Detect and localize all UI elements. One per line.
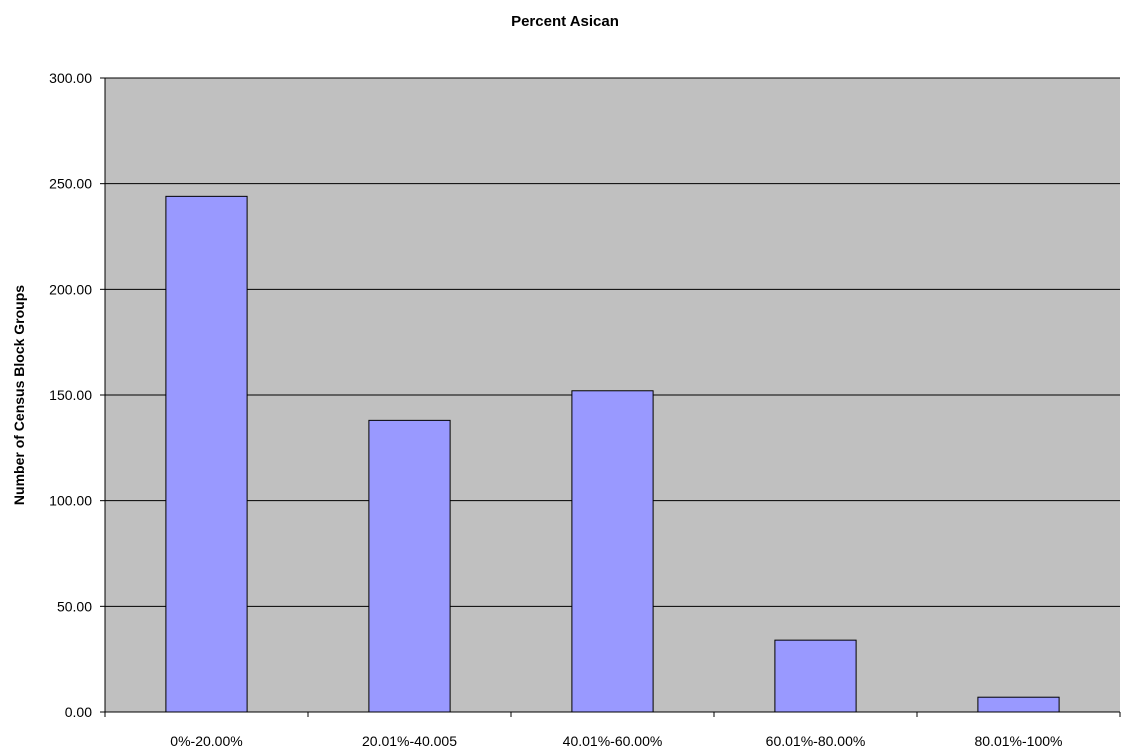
y-tick-label: 150.00 xyxy=(49,387,92,403)
x-tick-labels: 0%-20.00% 20.01%-40.005 40.01%-60.00% 60.01… xyxy=(170,733,1062,749)
x-tick-label: 20.01%-40.005 xyxy=(362,733,457,749)
y-tick-label: 0.00 xyxy=(65,704,92,720)
bar-2 xyxy=(571,390,654,713)
bar-4 xyxy=(977,696,1060,713)
chart-title: Percent Asican xyxy=(511,13,619,30)
axes xyxy=(100,77,1121,717)
bar-1 xyxy=(368,419,451,713)
y-tick-label: 300.00 xyxy=(49,70,92,86)
x-tick-label: 80.01%-100% xyxy=(975,733,1063,749)
y-axis-label: Number of Census Block Groups xyxy=(11,285,27,505)
bars xyxy=(165,195,1060,713)
y-tick-labels: 0.00 50.00 100.00 150.00 200.00 250.00 300.00 xyxy=(49,70,92,720)
y-tick-label: 250.00 xyxy=(49,176,92,192)
y-tick-label: 50.00 xyxy=(57,598,92,614)
x-tick-label: 60.01%-80.00% xyxy=(766,733,866,749)
bar-0 xyxy=(165,195,248,713)
bar-3 xyxy=(774,639,857,713)
x-tick-label: 40.01%-60.00% xyxy=(563,733,663,749)
y-tick-label: 100.00 xyxy=(49,493,92,509)
x-tick-label: 0%-20.00% xyxy=(170,733,242,749)
y-tick-label: 200.00 xyxy=(49,281,92,297)
